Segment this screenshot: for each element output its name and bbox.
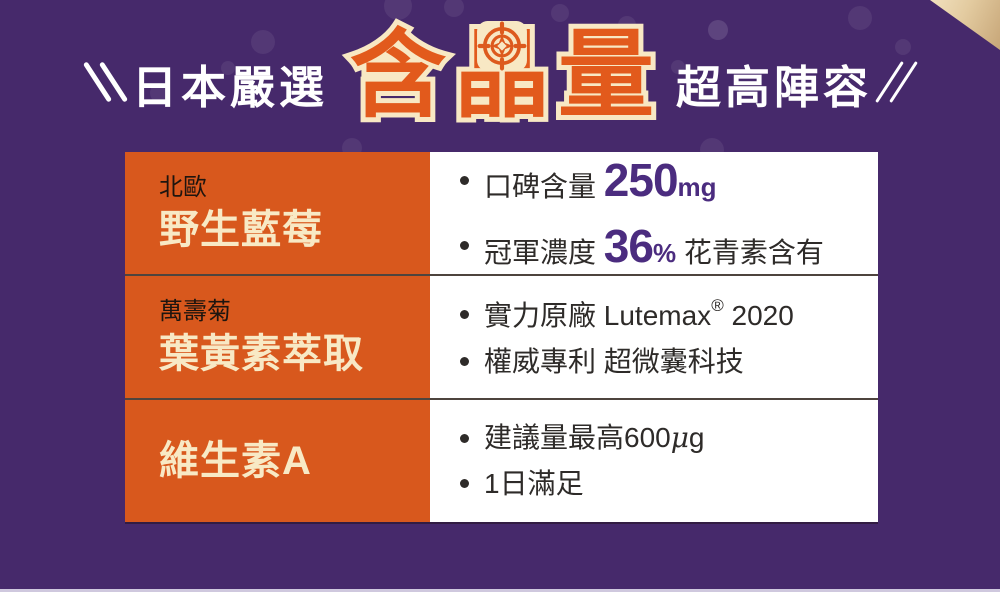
bokeh-dot xyxy=(150,83,170,103)
bullet-item: 冠軍濃度 36% 花青素含有 xyxy=(460,219,878,272)
bullet-item: 口碑含量 250mg xyxy=(460,155,878,206)
bullet-text: 建議量最高600μg xyxy=(484,420,705,454)
bokeh-dot xyxy=(221,61,235,75)
bullet-text: 冠軍濃度 36% 花青素含有 xyxy=(484,219,824,272)
bokeh-dot xyxy=(895,39,911,55)
bullet-item: 實力原廠 Lutemax® 2020 xyxy=(460,295,878,332)
bokeh-dot xyxy=(708,20,728,40)
ingredient-origin-label: 萬壽菊 xyxy=(159,298,231,325)
ingredient-name-cell: 維生素A xyxy=(125,400,430,522)
header-banner: 日本嚴選 含 晶 量 超高陣容 xyxy=(0,0,1000,152)
bullet-dot-icon xyxy=(460,241,469,251)
target-crosshair-icon xyxy=(477,21,527,71)
bullet-text: 1日滿足 xyxy=(484,467,584,499)
header-suffix-text: 超高陣容 xyxy=(676,61,873,113)
ingredient-details-cell: 建議量最高600μg 1日滿足 xyxy=(430,400,878,522)
header-highlight-title: 含 晶 量 xyxy=(350,21,654,125)
ingredient-name-cell: 北歐 野生藍莓 xyxy=(125,152,430,274)
bokeh-dot xyxy=(551,4,569,22)
bokeh-dot xyxy=(251,30,275,54)
bokeh-dot xyxy=(848,6,872,30)
table-row: 萬壽菊 葉黃素萃取 實力原廠 Lutemax® 2020 權威專利 超微囊科技 xyxy=(125,274,878,398)
ingredient-name: 葉黃素萃取 xyxy=(159,332,364,376)
bokeh-dot xyxy=(671,60,685,74)
bullet-dot-icon xyxy=(460,175,469,185)
ingredient-table: 北歐 野生藍莓 口碑含量 250mg 冠軍濃度 36% 花青素含有 萬壽菊 葉黃素… xyxy=(125,152,878,522)
bullet-text: 口碑含量 250mg xyxy=(484,153,717,206)
highlight-char: 含 xyxy=(350,28,446,125)
table-row: 維生素A 建議量最高600μg 1日滿足 xyxy=(125,398,878,522)
bullet-text: 權威專利 超微囊科技 xyxy=(484,345,744,377)
bullet-text: 實力原廠 Lutemax® 2020 xyxy=(484,295,794,331)
bullet-dot-icon xyxy=(460,433,469,443)
table-row: 北歐 野生藍莓 口碑含量 250mg 冠軍濃度 36% 花青素含有 xyxy=(125,152,878,274)
ingredient-details-cell: 實力原廠 Lutemax® 2020 權威專利 超微囊科技 xyxy=(430,276,878,398)
bullet-item: 權威專利 超微囊科技 xyxy=(460,345,878,378)
bullet-dot-icon xyxy=(460,357,469,367)
bullet-dot-icon xyxy=(460,479,469,489)
bottom-edge-strip xyxy=(0,589,1000,592)
bokeh-dot xyxy=(384,0,412,20)
bullet-item: 1日滿足 xyxy=(460,467,878,500)
double-slash-icon xyxy=(875,58,918,106)
ingredient-origin-label: 北歐 xyxy=(159,174,207,201)
highlight-char-with-target: 晶 xyxy=(454,21,550,124)
header-prefix-text: 日本嚴選 xyxy=(131,61,328,113)
highlight-char: 量 xyxy=(558,28,654,125)
ingredient-name-cell: 萬壽菊 葉黃素萃取 xyxy=(125,276,430,398)
bokeh-dot xyxy=(444,0,464,17)
ingredient-name: 維生素A xyxy=(159,439,312,483)
ingredient-details-cell: 口碑含量 250mg 冠軍濃度 36% 花青素含有 xyxy=(430,152,878,274)
ingredient-name: 野生藍莓 xyxy=(159,208,323,252)
bullet-item: 建議量最高600μg xyxy=(460,420,878,454)
bullet-dot-icon xyxy=(460,309,469,319)
double-backslash-icon xyxy=(82,59,129,105)
